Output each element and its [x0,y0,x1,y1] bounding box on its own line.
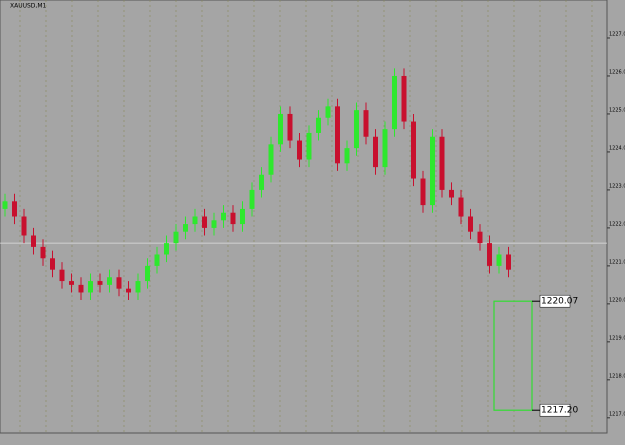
y-tick-label: 1222.00 [609,221,625,227]
box-bottom-tag [539,403,571,417]
y-tick-label: 1225.00 [609,107,625,113]
candle-body [335,106,340,164]
y-tick-label: 1224.00 [609,145,625,151]
candle-body [126,288,131,293]
candle-body [259,174,264,190]
candle-body [411,121,416,179]
candle-body [192,216,198,225]
y-tick-label: 1223.00 [609,183,625,189]
candle-body [107,277,112,285]
candle-body [325,106,331,118]
candle-body [78,284,84,293]
candle-body [373,136,378,168]
candle-body [50,258,55,270]
candle-body [183,224,188,232]
candle-body [240,208,245,225]
candle-body [344,148,350,164]
candle-body [401,75,407,122]
box-bottom-label: 1217.20 [541,406,578,416]
candle-body [439,136,445,190]
candle-body [12,201,17,217]
candle-body [173,231,179,244]
candle-body [354,110,359,149]
candle-body [382,129,388,168]
candle-body [468,216,473,232]
candle-body [506,254,511,270]
candle-body [458,197,464,217]
candle-body [211,220,217,228]
candle-body [97,281,103,285]
box-top-label: 1220.07 [541,297,578,307]
candle-body [154,254,160,266]
candle-body [31,235,36,247]
candle-body [278,113,283,145]
chart-title: XAUUSD,M1 [10,3,47,10]
candle-body [496,254,502,266]
candle-body [363,110,369,137]
y-tick-label: 1220.00 [609,297,625,303]
candle-body [297,140,302,160]
candle-body [268,144,274,175]
candle-body [477,231,483,244]
y-tick-label: 1218.00 [609,373,625,379]
candle-body [69,281,74,285]
candle-body [392,75,397,130]
candle-body [287,113,293,141]
candle-body [40,246,46,259]
candle-body [449,189,454,198]
candle-body [230,212,236,225]
candle-body [249,189,255,209]
candle-body [430,136,435,206]
candle-body [316,117,321,133]
candle-body [145,265,150,282]
y-tick-label: 1227.00 [609,31,625,37]
candle-body [116,277,122,289]
candle-body [88,281,93,293]
candle-body [487,243,492,266]
candle-body [164,243,169,255]
box-top-tag [539,294,571,308]
candle-body [202,216,207,228]
target-box [493,300,533,411]
plot-frame [0,0,608,434]
candle-body [135,281,141,293]
candle-body [59,269,65,282]
y-tick-label: 1217.00 [609,411,625,417]
candle-body [420,178,426,206]
y-tick-label: 1226.00 [609,69,625,75]
candle-body [221,212,226,221]
y-tick-label: 1219.00 [609,335,625,341]
y-tick-label: 1221.00 [609,259,625,265]
candle-body [2,201,8,209]
candle-body [306,132,312,160]
candle-body [21,216,27,236]
